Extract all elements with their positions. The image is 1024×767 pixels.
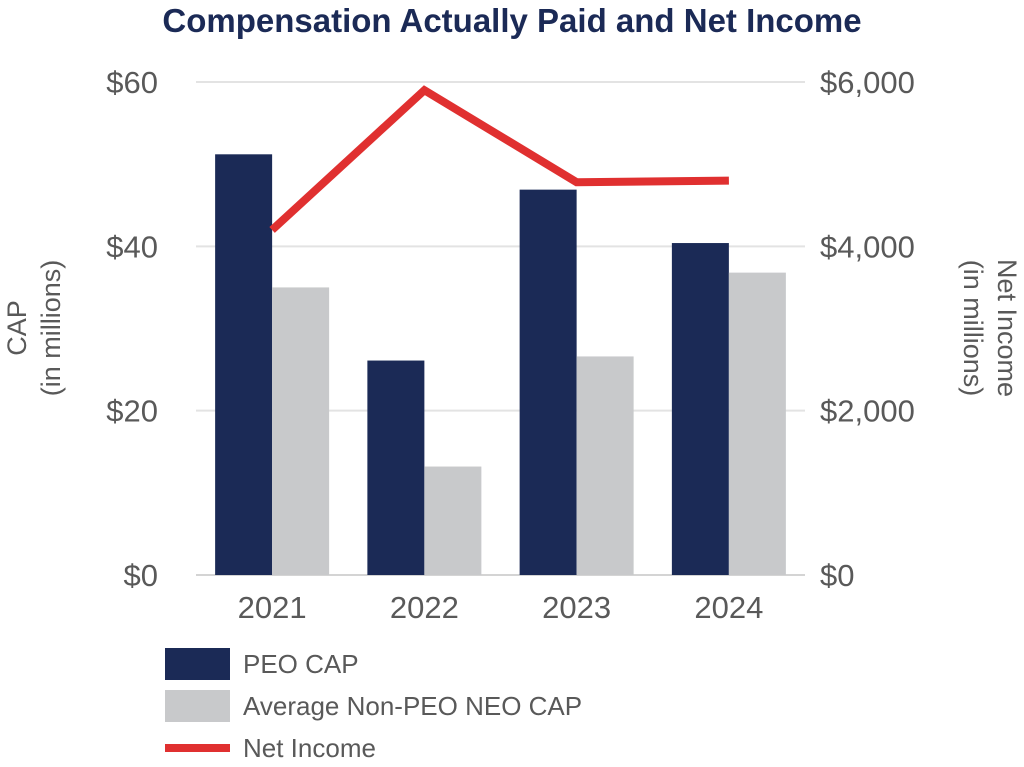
net-income-line: [269, 85, 729, 233]
left-axis-label-line2: (in millions): [36, 260, 66, 397]
left-axis-label-line1: CAP: [2, 300, 32, 356]
bar-average-non-peo-neo-cap: [576, 356, 634, 575]
left-tick-label: $20: [106, 394, 158, 429]
legend-swatch: [165, 690, 230, 722]
right-axis-label-line1: Net Income: [992, 259, 1022, 397]
legend-label: Net Income: [243, 733, 376, 763]
left-tick-label: $0: [124, 558, 158, 593]
right-tick-label: $2,000: [820, 394, 915, 429]
bar-peo-cap: [519, 189, 577, 575]
bar-peo-cap: [215, 154, 273, 575]
legend-label: PEO CAP: [243, 649, 359, 679]
legend-label: Average Non-PEO NEO CAP: [243, 691, 582, 721]
right-tick-label: $4,000: [820, 229, 915, 264]
left-tick-label: $40: [106, 229, 158, 264]
legend-swatch: [165, 648, 230, 680]
bar-average-non-peo-neo-cap: [424, 466, 482, 575]
right-tick-label: $6,000: [820, 65, 915, 100]
tick-labels: $0 $0 $20 $2,000 $40 $4,000 $60 $6,000 2021 2022 2…: [106, 65, 915, 625]
left-tick-label: $60: [106, 65, 158, 100]
right-tick-label: $0: [820, 558, 854, 593]
net-income-line-group: [269, 85, 729, 233]
bar-average-non-peo-neo-cap: [272, 287, 330, 575]
x-tick-label: 2022: [390, 590, 459, 625]
right-axis-label-line2: (in millions): [958, 260, 988, 397]
bar-peo-cap: [671, 243, 729, 575]
x-tick-label: 2023: [542, 590, 611, 625]
legend: PEO CAP Average Non-PEO NEO CAP Net Income: [165, 648, 582, 763]
chart-title: Compensation Actually Paid and Net Incom…: [162, 2, 862, 39]
bar-peo-cap: [367, 360, 425, 575]
bars: [215, 154, 786, 575]
bar-average-non-peo-neo-cap: [728, 272, 786, 575]
x-tick-label: 2021: [238, 590, 307, 625]
x-tick-label: 2024: [694, 590, 763, 625]
